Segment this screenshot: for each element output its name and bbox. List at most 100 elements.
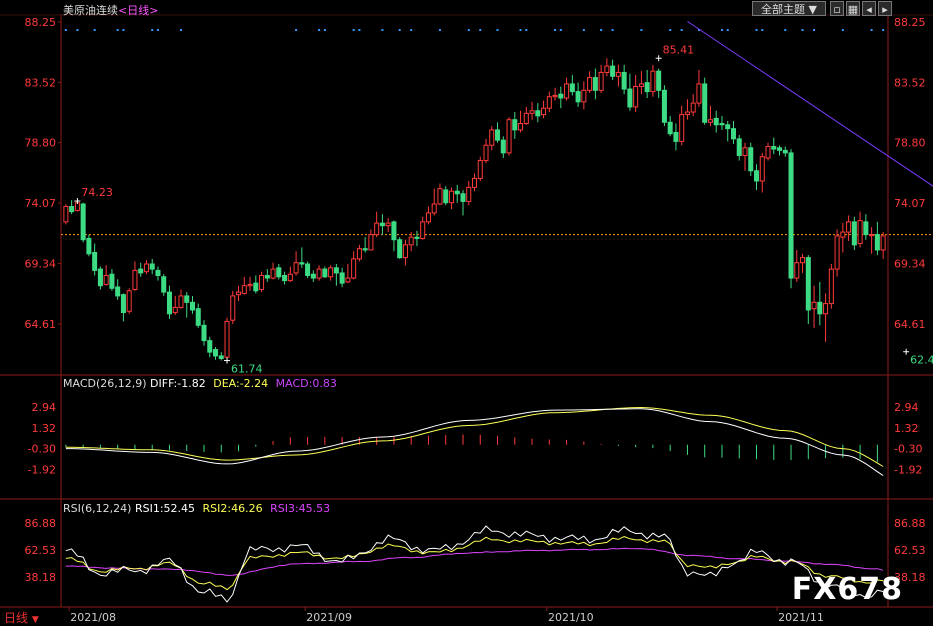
candle-body (425, 212, 431, 223)
candle-body (552, 94, 558, 98)
signal-dot (93, 29, 96, 31)
candle-body (707, 119, 713, 123)
candle-body (592, 77, 598, 91)
candle (777, 145, 783, 156)
candle (184, 292, 190, 318)
candle (333, 264, 339, 286)
candle-body (212, 349, 219, 357)
candle-body (690, 102, 696, 113)
candle-body (817, 301, 823, 315)
signal-dot (116, 29, 119, 31)
candle (92, 243, 98, 276)
candle-body (661, 89, 667, 123)
candle-body (454, 190, 460, 195)
price-annotation: 62.43 (910, 354, 933, 367)
candle-body (777, 147, 783, 151)
prev-button[interactable]: ◂ (862, 1, 876, 16)
candle-body (730, 128, 737, 140)
macd-tick-right: 2.94 (894, 401, 919, 414)
candle-body (575, 91, 581, 103)
minimize-button[interactable]: ▫ (830, 1, 844, 16)
candle (466, 180, 472, 206)
candle-body (495, 129, 501, 141)
candle-body (368, 234, 374, 251)
theme-select-value: 全部主题 (761, 3, 806, 16)
rsi-header: RSI(6,12,24) RSI1:52.45 RSI2:46.26 RSI3:… (63, 502, 330, 515)
signal-dot (870, 29, 873, 31)
candle-body (69, 206, 75, 213)
candle (287, 266, 293, 282)
candle-body (736, 138, 742, 156)
candle-body (500, 139, 506, 154)
candle-body (765, 146, 771, 159)
candle (247, 276, 253, 291)
candle (80, 202, 86, 243)
candle-body (230, 295, 236, 321)
signal-dot (398, 29, 401, 31)
period-label[interactable]: <日线> (118, 4, 159, 17)
candle (558, 86, 564, 109)
rsi-tick-left: 38.18 (25, 571, 57, 584)
signal-dot (761, 29, 764, 31)
candle-body (138, 268, 144, 274)
candle-body (316, 268, 322, 279)
rsi3-line (65, 547, 884, 576)
signal-dot (467, 29, 470, 31)
candle-body (587, 77, 593, 91)
triangle-down-icon: ▼ (31, 615, 39, 625)
candle (500, 136, 506, 159)
candle (638, 71, 644, 95)
candle-body (782, 149, 788, 154)
candle-body (299, 262, 305, 265)
candle-body (345, 277, 351, 283)
candle (506, 117, 512, 156)
x-axis-label: 2021/09 (306, 611, 352, 624)
rsi-tick-right: 86.88 (894, 517, 926, 530)
price-tick-right: 88.25 (894, 16, 926, 29)
candle (166, 285, 172, 319)
grid-button[interactable]: ▦ (846, 1, 860, 16)
candle-body (529, 110, 535, 114)
x-axis-label: 2021/08 (70, 611, 116, 624)
signal-dot (151, 29, 154, 31)
candle (817, 281, 823, 326)
period-tab[interactable]: 日线 ▼ (4, 609, 39, 626)
candle-body (293, 262, 299, 274)
candle (598, 64, 604, 93)
candle (299, 247, 305, 268)
symbol-name: 美原油连续 (63, 4, 118, 17)
candle-body (489, 129, 495, 146)
trendline (687, 20, 933, 187)
candle-body (282, 274, 288, 282)
signal-dot (640, 29, 643, 31)
next-button[interactable]: ▸ (878, 1, 892, 16)
price-annotation: 74.23 (81, 186, 113, 199)
candle (702, 77, 708, 125)
candle-body (322, 268, 328, 278)
candle-body (748, 147, 754, 172)
candle (161, 274, 167, 296)
candle-body (719, 123, 725, 126)
signal-dot (841, 29, 844, 31)
signal-dot (755, 29, 758, 31)
signal-dot (559, 29, 562, 31)
candle (471, 173, 478, 192)
candle-body (535, 110, 541, 117)
candle (120, 293, 126, 322)
candle-body (598, 71, 604, 91)
rsi-tick-right: 62.53 (894, 544, 926, 557)
candle (477, 156, 483, 181)
candle-body (638, 83, 644, 87)
candle (823, 293, 829, 342)
candle-body (207, 340, 213, 353)
candle (679, 105, 685, 146)
theme-select[interactable]: 全部主题 ▼ (752, 1, 826, 16)
signal-dot (669, 29, 672, 31)
candle-body (558, 93, 564, 99)
candle (846, 215, 852, 242)
candle (454, 184, 460, 203)
macd-tick-left: 2.94 (32, 401, 57, 414)
macd-tick-left: -1.92 (28, 463, 56, 476)
candle-body (149, 263, 155, 270)
